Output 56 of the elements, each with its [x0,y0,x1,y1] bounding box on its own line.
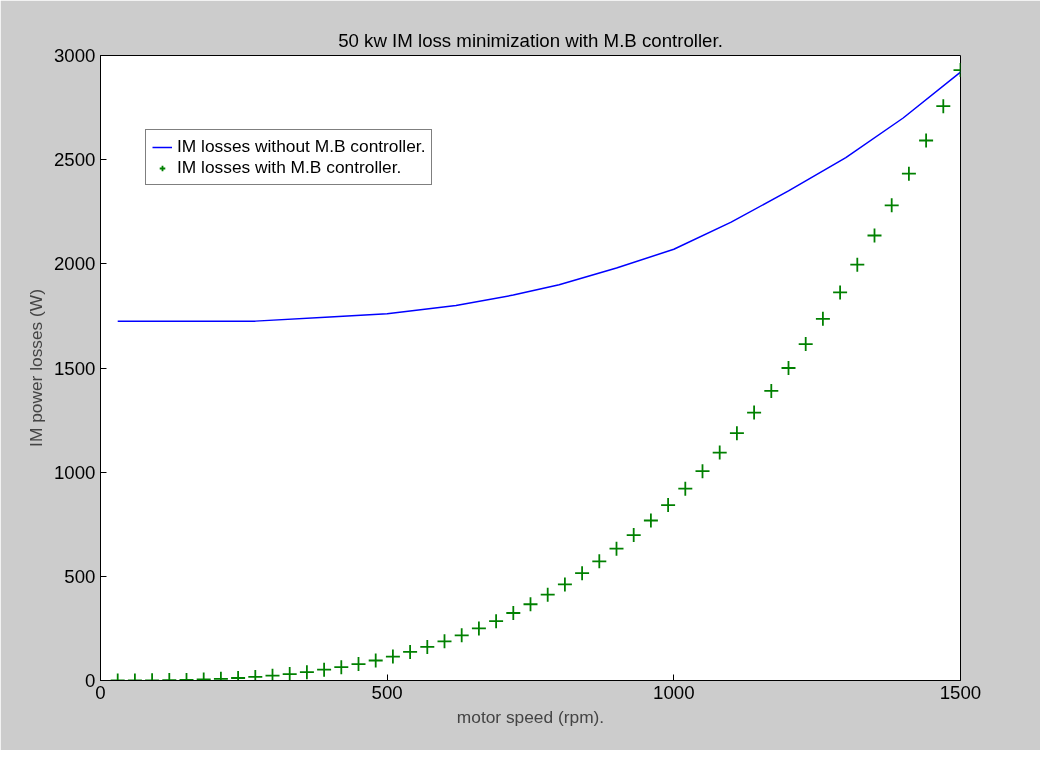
point [866,227,883,244]
point [660,497,676,513]
point [350,656,367,672]
point [608,540,625,557]
point [436,633,453,650]
x-tick-label: 500 [371,681,403,703]
point [832,284,848,301]
point [539,586,556,603]
y-tick-label: 3000 [54,45,96,66]
point [385,648,401,665]
legend-label: IM losses with M.B controller. [177,157,402,178]
x-axis-title: motor speed (rpm). [456,706,605,727]
point [694,463,711,480]
point [901,165,917,182]
y-tick-label: 1500 [54,357,96,379]
point [797,336,814,352]
point [763,383,780,399]
y-tick-label: 1000 [54,461,96,483]
point [281,666,298,681]
x-tick-label: 1000 [653,681,695,703]
legend-label: IM losses without M.B controller. [177,136,426,157]
x-tick-label: 1500 [939,681,982,703]
point [677,480,694,497]
point [316,661,332,678]
point [367,652,384,669]
point [419,639,436,655]
point [402,644,418,660]
point [591,553,608,570]
point [488,613,504,630]
point [471,620,487,637]
point [574,565,590,582]
point [918,132,934,149]
point [557,576,573,593]
point [625,527,642,543]
point [643,512,659,529]
chart-title: 50 kw IM loss minimization with M.B controller. [338,29,723,51]
y-tick-label: 500 [64,565,96,587]
point [883,197,900,214]
point [849,256,866,273]
point [247,669,264,681]
point [729,425,745,442]
point [935,98,952,115]
point [815,310,831,327]
point [746,404,762,421]
point [711,444,728,461]
point [333,659,350,676]
point [522,596,539,613]
point [299,664,315,681]
y-tick-label: 2500 [54,149,96,171]
point [264,667,281,681]
point [780,360,797,376]
y-tick-label: 2000 [54,253,96,275]
line-series [116,71,961,322]
y-axis-title: IM power losses (W) [26,289,46,447]
point [505,605,522,621]
point [453,627,470,644]
